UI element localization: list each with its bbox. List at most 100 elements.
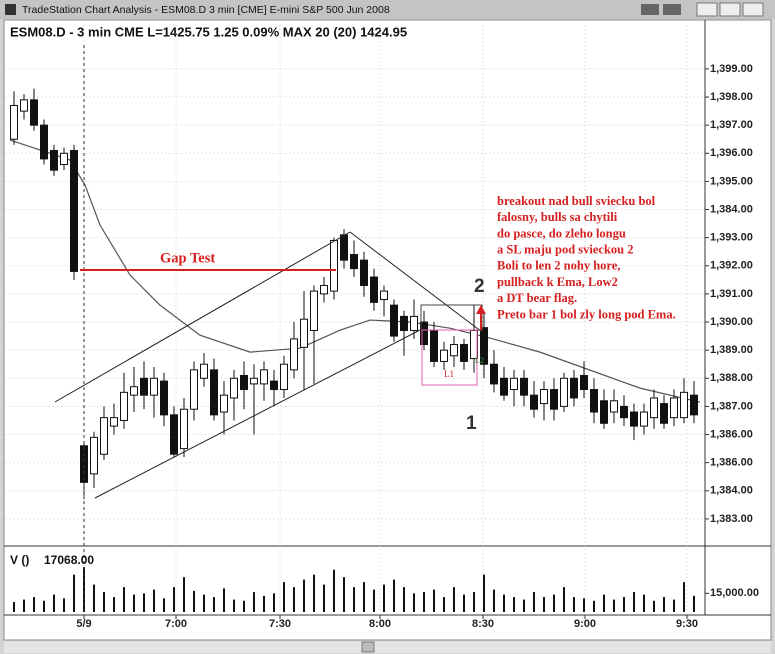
y-tick-label: 1,389.00 bbox=[710, 344, 753, 356]
candle-body bbox=[110, 417, 118, 427]
candle-body bbox=[200, 363, 208, 379]
candle-body bbox=[150, 377, 158, 396]
candle-body bbox=[20, 99, 28, 112]
candle-body bbox=[280, 363, 288, 391]
candle-body bbox=[620, 405, 628, 419]
candle-body bbox=[600, 400, 608, 424]
bar-label: 2 bbox=[474, 276, 485, 297]
note-line: Preto bar 1 bol zly long pod Ema. bbox=[497, 307, 676, 321]
candle-body bbox=[380, 290, 388, 301]
arrow-head bbox=[476, 305, 486, 314]
volume-tick-label: 15,000.00 bbox=[710, 587, 759, 599]
candle-body bbox=[210, 369, 218, 416]
candle-body bbox=[410, 315, 418, 331]
candle-body bbox=[660, 403, 668, 424]
x-tick-label: 7:00 bbox=[165, 618, 187, 630]
candle-body bbox=[530, 394, 538, 410]
candle-body bbox=[180, 408, 188, 450]
candle-body bbox=[400, 315, 408, 331]
candle-body bbox=[340, 234, 348, 261]
candle-body bbox=[170, 414, 178, 455]
candle-body bbox=[80, 445, 88, 483]
volume-last: 17068.00 bbox=[44, 553, 94, 567]
y-tick-label: 1,383.00 bbox=[710, 513, 753, 525]
box bbox=[421, 329, 478, 386]
candle-body bbox=[120, 391, 128, 421]
candle-body bbox=[570, 377, 578, 399]
menu-button[interactable] bbox=[641, 4, 659, 15]
candle-body bbox=[390, 304, 398, 337]
candle-body bbox=[500, 377, 508, 396]
candle-body bbox=[220, 394, 228, 413]
candle-body bbox=[60, 152, 68, 166]
candle-body bbox=[260, 369, 268, 385]
candle-body bbox=[350, 254, 358, 270]
note-line: a SL maju pod svieckou 2 bbox=[497, 242, 634, 256]
candle-body bbox=[130, 386, 138, 396]
candle-body bbox=[100, 417, 108, 455]
candle-body bbox=[140, 377, 148, 396]
ema-line bbox=[9, 139, 701, 403]
note-line: do pasce, do zleho longu bbox=[497, 226, 626, 240]
app-icon bbox=[5, 4, 16, 15]
x-tick-label: 8:30 bbox=[472, 618, 494, 630]
x-tick-label: 8:00 bbox=[369, 618, 391, 630]
note-line: Boli to len 2 nohy hore, bbox=[497, 259, 620, 273]
candle-body bbox=[160, 380, 168, 416]
y-tick-label: 1,387.00 bbox=[710, 400, 753, 412]
note-line: pullback k Ema, Low2 bbox=[497, 275, 618, 289]
x-tick-label: 9:30 bbox=[676, 618, 698, 630]
menu-button[interactable] bbox=[663, 4, 681, 15]
y-tick-label: 1,399.00 bbox=[710, 63, 753, 75]
y-tick-label: 1,390.00 bbox=[710, 316, 753, 328]
candle-body bbox=[250, 377, 258, 385]
candle-body bbox=[640, 411, 648, 427]
candle-body bbox=[560, 377, 568, 407]
candle-body bbox=[70, 149, 78, 272]
candle-body bbox=[320, 284, 328, 295]
candle-body bbox=[360, 259, 368, 286]
x-tick-label: 7:30 bbox=[269, 618, 291, 630]
gap-test-label: Gap Test bbox=[160, 250, 215, 266]
y-tick-label: 1,393.00 bbox=[710, 232, 753, 244]
candle-body bbox=[270, 380, 278, 391]
candle-body bbox=[230, 377, 238, 399]
scrollbar[interactable] bbox=[4, 641, 771, 653]
trend-line bbox=[349, 231, 483, 333]
candle-body bbox=[190, 369, 198, 410]
chart-title: ESM08.D - 3 min CME L=1425.75 1.25 0.09%… bbox=[10, 24, 407, 39]
candle-body bbox=[240, 374, 248, 391]
channel-line bbox=[94, 329, 421, 499]
close-button[interactable] bbox=[742, 2, 764, 17]
candle-body bbox=[460, 344, 468, 362]
candle-body bbox=[510, 377, 518, 391]
candle-body bbox=[290, 338, 298, 371]
y-tick-label: 1,384.00 bbox=[710, 485, 753, 497]
note-line: a DT bear flag. bbox=[497, 291, 577, 305]
candle-body bbox=[470, 329, 478, 360]
candle-body bbox=[650, 397, 658, 419]
scroll-thumb[interactable] bbox=[361, 641, 375, 653]
candle-body bbox=[430, 329, 438, 362]
title-bar bbox=[0, 0, 775, 19]
candle-body bbox=[370, 276, 378, 303]
l2-label: L2 bbox=[475, 356, 484, 365]
y-tick-label: 1,386.00 bbox=[710, 428, 753, 440]
candle-body bbox=[580, 374, 588, 391]
candle-body bbox=[90, 436, 98, 475]
y-tick-label: 1,395.00 bbox=[710, 175, 753, 187]
minimize-button[interactable] bbox=[696, 2, 718, 17]
candle-body bbox=[300, 318, 308, 348]
maximize-button[interactable] bbox=[719, 2, 741, 17]
candle-body bbox=[520, 377, 528, 396]
y-tick-label: 1,397.00 bbox=[710, 119, 753, 131]
y-tick-label: 1,384.00 bbox=[710, 203, 753, 215]
candle-body bbox=[330, 239, 338, 292]
y-tick-label: 1,386.00 bbox=[710, 457, 753, 469]
window-title: TradeStation Chart Analysis - ESM08.D 3 … bbox=[22, 4, 390, 16]
candle-body bbox=[540, 389, 548, 405]
x-tick-label: 9:00 bbox=[574, 618, 596, 630]
y-tick-label: 1,388.00 bbox=[710, 372, 753, 384]
